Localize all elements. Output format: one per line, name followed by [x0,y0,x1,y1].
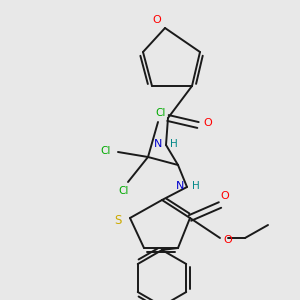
Text: N: N [154,139,162,149]
Text: N: N [176,181,184,191]
Text: Cl: Cl [119,186,129,196]
Text: O: O [204,118,212,128]
Text: O: O [220,191,230,201]
Text: Cl: Cl [156,108,166,118]
Text: H: H [170,139,178,149]
Text: Cl: Cl [101,146,111,156]
Text: O: O [224,235,232,245]
Text: H: H [192,181,200,191]
Text: O: O [153,15,161,25]
Text: S: S [114,214,122,226]
